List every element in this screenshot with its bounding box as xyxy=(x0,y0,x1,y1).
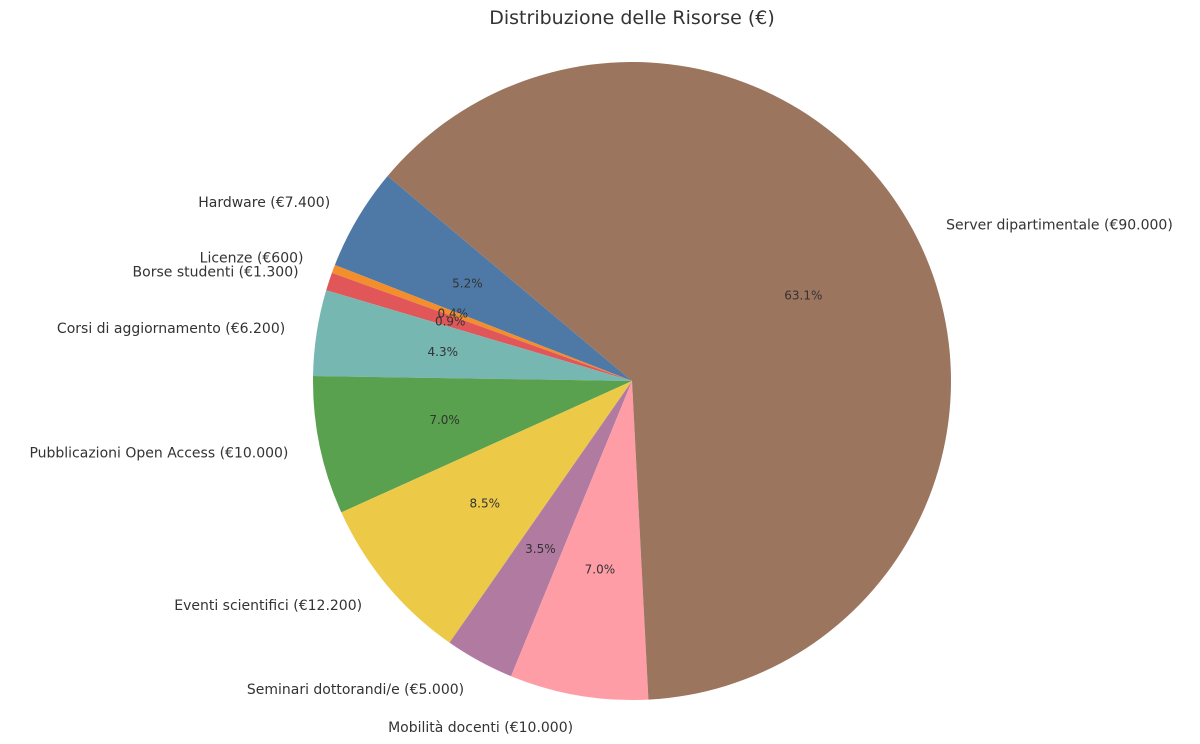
chart-title: Distribuzione delle Risorse (€) xyxy=(489,7,775,29)
slice-label-2: Licenze (€600) xyxy=(200,251,304,267)
pie-slice-8 xyxy=(511,381,649,701)
slice-label-1: Hardware (€7.400) xyxy=(198,195,330,211)
percent-label-9: 63.1% xyxy=(784,289,822,303)
pie-slice-6 xyxy=(341,381,632,643)
pie-slice-1 xyxy=(334,175,632,381)
percent-label-2: 0.4% xyxy=(438,307,469,321)
percent-label-4: 4.3% xyxy=(428,345,459,359)
slice-label-5: Pubblicazioni Open Access (€10.000) xyxy=(29,445,288,461)
slice-label-9: Server dipartimentale (€90.000) xyxy=(946,218,1173,234)
pie-slice-9 xyxy=(387,62,951,700)
pie-slice-3 xyxy=(326,272,632,381)
slice-label-8: Mobilità docenti (€10.000) xyxy=(388,720,573,736)
slice-label-7: Seminari dottorandi/e (€5.000) xyxy=(247,682,464,698)
percent-label-8: 7.0% xyxy=(585,563,616,577)
percent-label-3: 0.9% xyxy=(435,314,466,328)
percent-label-1: 5.2% xyxy=(452,276,483,290)
slice-label-3: Borse studenti (€1.300) xyxy=(133,265,299,281)
pie-slices xyxy=(313,62,951,701)
slice-label-4: Corsi di aggiornamento (€6.200) xyxy=(57,321,285,337)
percent-label-6: 8.5% xyxy=(470,496,501,510)
pie-slice-2 xyxy=(331,264,632,381)
pie-slice-5 xyxy=(313,376,632,513)
slice-label-6: Eventi scientifici (€12.200) xyxy=(174,598,362,614)
pie-slice-7 xyxy=(449,381,632,677)
percent-labels: 5.2% 0.4%0.9% 4.3% 7.0% 8.5% 3.5% 7.0% 63.1% xyxy=(428,276,823,576)
percent-label-7: 3.5% xyxy=(525,542,556,556)
percent-label-5: 7.0% xyxy=(429,413,460,427)
slice-labels: Hardware (€7.400) Licenze (€600)Borse stu… xyxy=(29,195,1172,736)
pie-slice-4 xyxy=(313,290,632,381)
